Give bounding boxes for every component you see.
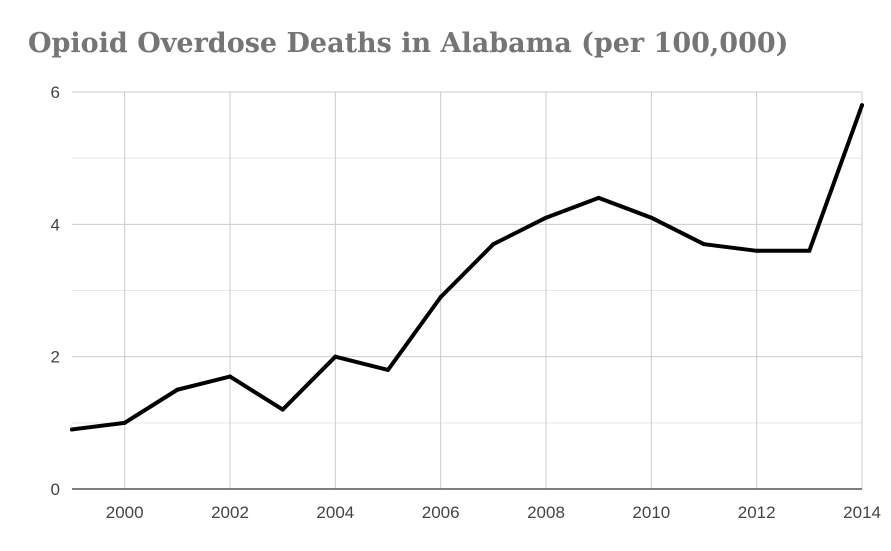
y-tick-label: 6 [51, 83, 60, 102]
x-tick-label: 2004 [316, 503, 354, 522]
gridlines [72, 91, 863, 489]
data-point [702, 242, 706, 247]
x-tick-label: 2010 [632, 503, 670, 522]
data-point [386, 367, 390, 372]
x-tick-label: 2008 [527, 503, 565, 522]
y-tick-label: 4 [51, 215, 60, 234]
data-point [175, 387, 180, 392]
series-line [70, 103, 864, 432]
data-point [333, 354, 338, 359]
data-point [122, 420, 127, 425]
data-point [280, 407, 285, 412]
x-tick-label: 2000 [106, 503, 144, 522]
x-tick-label: 2012 [738, 503, 776, 522]
y-tick-label: 2 [51, 348, 60, 367]
series-layer [70, 103, 864, 432]
data-point [491, 242, 496, 247]
tick-labels: 0 2 4 6 2000 2002 2004 2006 2008 2010 2012 2014 [51, 83, 881, 522]
x-tick-label: 2006 [422, 503, 460, 522]
x-tick-label: 2014 [843, 503, 881, 522]
data-point [649, 215, 654, 220]
chart-title: Opioid Overdose Deaths in Alabama (per 1… [28, 28, 789, 59]
y-tick-label: 0 [51, 480, 60, 499]
data-point [596, 195, 601, 200]
data-point [807, 248, 812, 253]
data-point [544, 215, 548, 220]
x-tick-label: 2002 [211, 503, 249, 522]
data-point [70, 427, 74, 432]
data-point [754, 248, 759, 253]
data-point [228, 374, 232, 379]
data-point [438, 295, 443, 300]
data-point [860, 103, 864, 108]
